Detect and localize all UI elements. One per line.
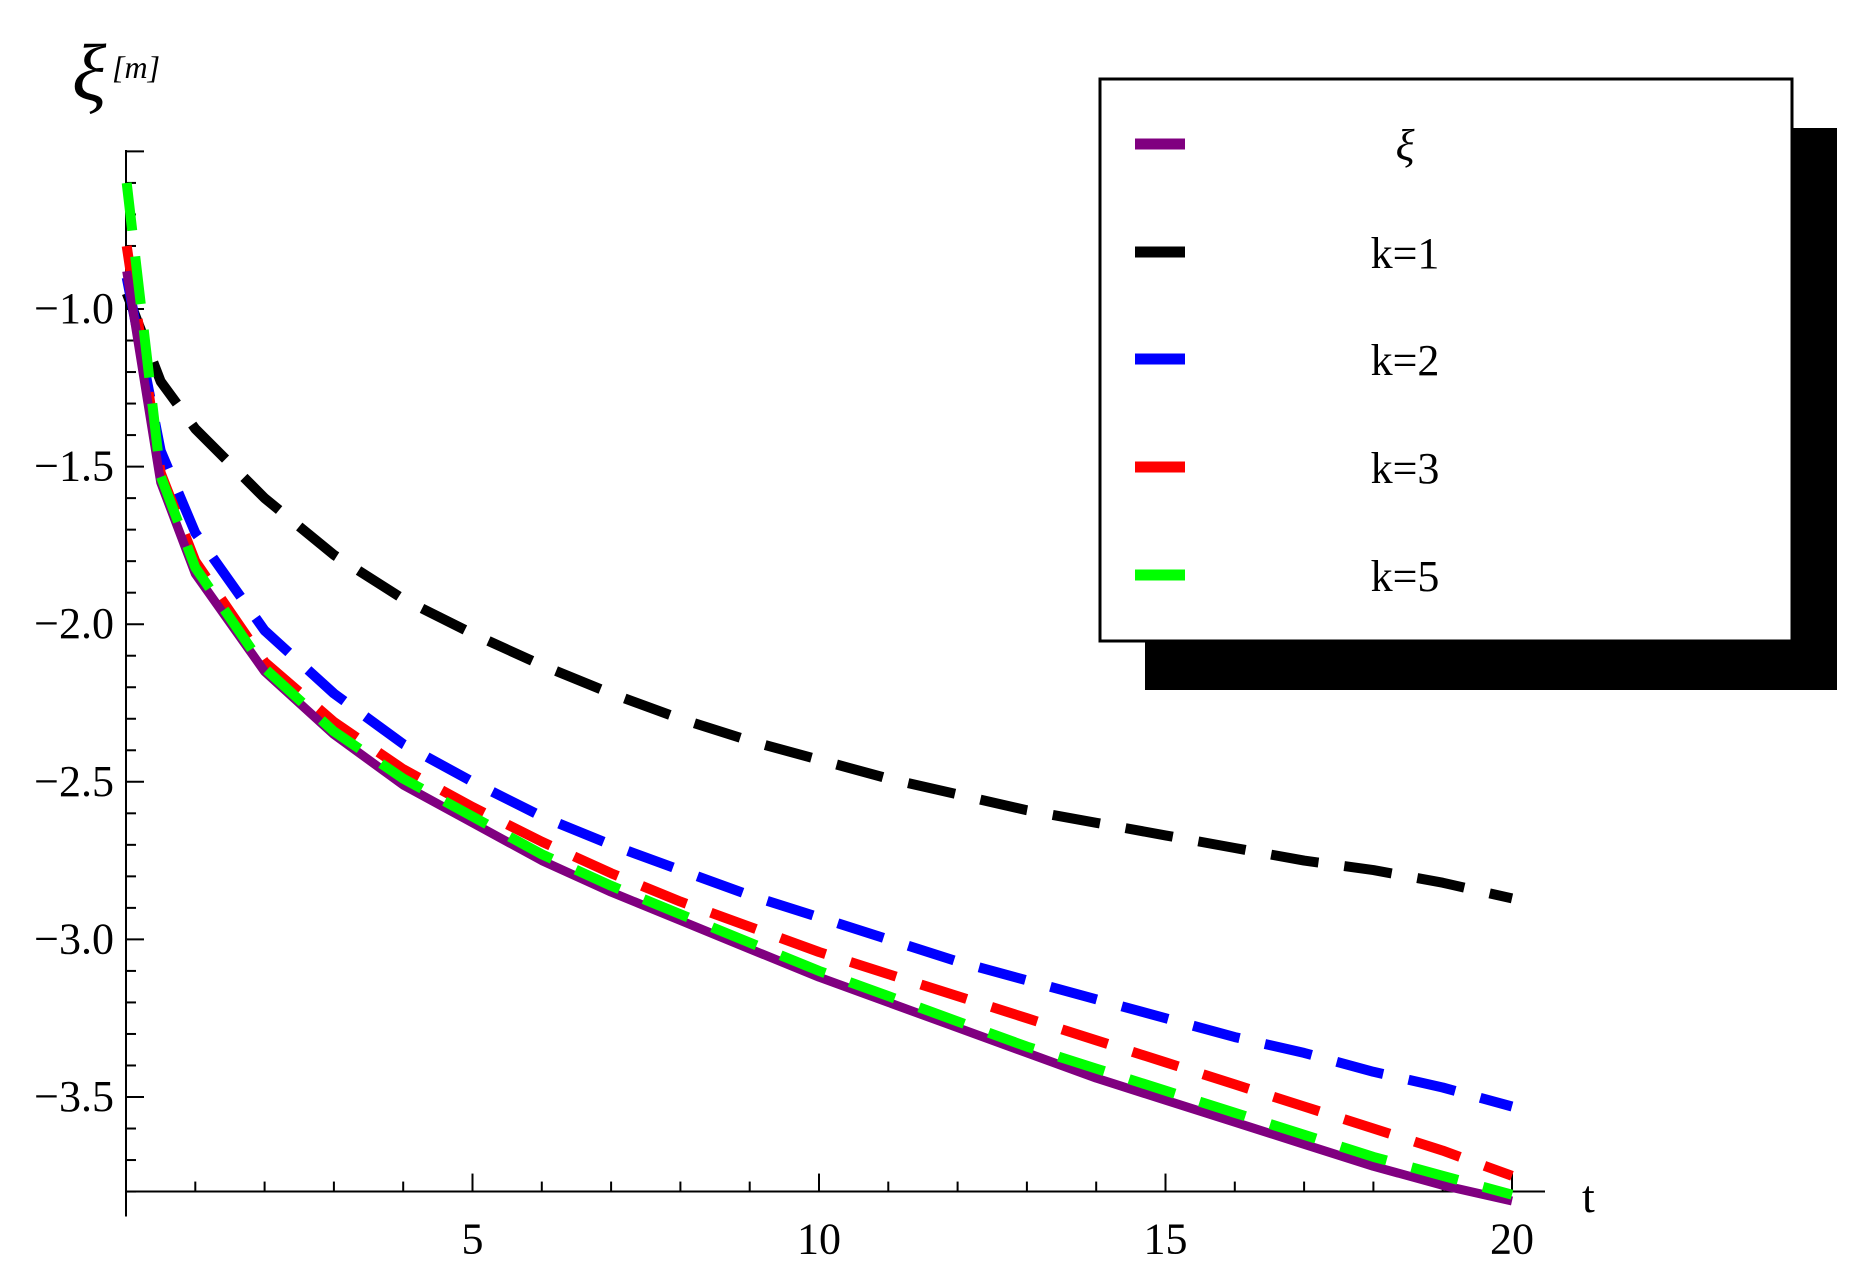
series-line-k1 bbox=[122, 291, 1514, 904]
x-tick-label: 10 bbox=[797, 1215, 841, 1264]
legend: ξ k=1 k=2 k=3 k=5 bbox=[1098, 77, 1837, 690]
legend-item: k=5 bbox=[1135, 552, 1439, 601]
y-tick-label: −3.0 bbox=[34, 914, 114, 963]
y-tick-label: −3.5 bbox=[34, 1072, 114, 1121]
legend-item: k=2 bbox=[1135, 336, 1439, 385]
series-layer bbox=[121, 182, 1514, 1206]
series-line-k3 bbox=[121, 245, 1514, 1181]
axes: 5 10 15 20 −1.0 −1.5 −2.0 −2.5 −3.0 −3.5 bbox=[34, 150, 1545, 1264]
series-line-k2 bbox=[121, 276, 1514, 1112]
series-line-k5 bbox=[121, 182, 1514, 1200]
y-tick-label: −1.0 bbox=[34, 284, 114, 333]
legend-items: ξ k=1 k=2 k=3 k=5 bbox=[1135, 121, 1439, 601]
y-tick-label: −2.0 bbox=[34, 599, 114, 648]
x-axis-label: t bbox=[1582, 1171, 1595, 1222]
x-tick-label: 20 bbox=[1490, 1215, 1534, 1264]
x-tick-label: 15 bbox=[1144, 1215, 1188, 1264]
y-tick-label: −2.5 bbox=[34, 757, 114, 806]
legend-box bbox=[1098, 77, 1794, 643]
legend-label: ξ bbox=[1396, 121, 1415, 170]
legend-item: k=1 bbox=[1135, 229, 1439, 278]
y-axis-title: ξ [m] bbox=[72, 30, 160, 118]
legend-label: k=1 bbox=[1371, 229, 1440, 278]
legend-label: k=3 bbox=[1371, 444, 1440, 493]
legend-label: k=2 bbox=[1371, 336, 1440, 385]
legend-item: k=3 bbox=[1135, 444, 1439, 493]
legend-label: k=5 bbox=[1371, 552, 1440, 601]
x-tick-label: 5 bbox=[462, 1215, 484, 1264]
y-axis-label-superscript: [m] bbox=[112, 49, 160, 85]
y-axis-label: ξ bbox=[72, 30, 107, 118]
legend-item: ξ bbox=[1135, 121, 1415, 170]
y-tick-label: −1.5 bbox=[34, 442, 114, 491]
